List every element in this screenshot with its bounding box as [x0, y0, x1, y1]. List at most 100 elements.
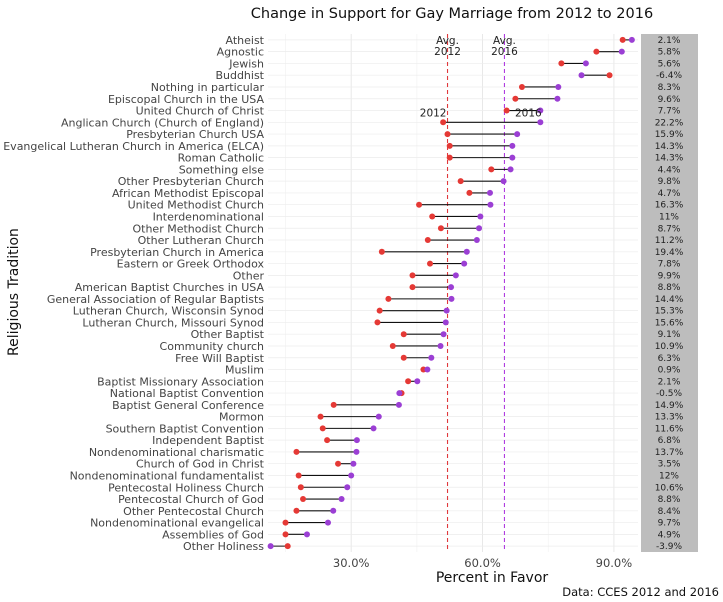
change-label: 19.4% — [655, 248, 684, 258]
category-label: Southern Baptist Convention — [106, 422, 264, 435]
change-label: 12% — [659, 471, 679, 481]
x-tick-label: 90.0% — [596, 556, 633, 570]
change-label: 4.7% — [658, 189, 681, 199]
point-2016 — [395, 401, 402, 408]
change-label: 2.1% — [658, 377, 681, 387]
change-label: -6.4% — [656, 71, 683, 81]
change-label: 15.6% — [655, 318, 684, 328]
change-label: 9.1% — [658, 330, 681, 340]
point-2016 — [473, 237, 480, 244]
point-label-2016: 2016 — [515, 107, 542, 119]
category-label: Other — [233, 269, 265, 282]
point-2016 — [353, 437, 360, 444]
point-2012 — [466, 189, 473, 196]
point-2016 — [448, 295, 455, 302]
average-label: 2012 — [434, 46, 461, 58]
change-labels: 2.1% 5.8%5.6% -6.4% 8.3% 9.6% 7.7%22.2% 15.9% 1… — [655, 36, 684, 552]
change-label: 8.8% — [658, 283, 681, 293]
category-label: General Association of Regular Baptists — [47, 293, 264, 306]
category-label: Presbyterian Church in America — [90, 246, 264, 259]
category-label: Agnostic — [217, 46, 264, 59]
point-2012 — [297, 484, 304, 491]
point-2016 — [507, 166, 514, 173]
point-2016 — [554, 95, 561, 102]
point-2012 — [300, 496, 307, 503]
point-2016 — [509, 154, 516, 161]
point-2016 — [424, 366, 431, 373]
point-2016 — [537, 107, 544, 114]
change-label: 10.6% — [655, 483, 684, 493]
category-label: Other Methodist Church — [132, 222, 264, 235]
point-2016 — [442, 319, 449, 326]
category-label: Episcopal Church in the USA — [108, 93, 265, 106]
change-label: 9.8% — [658, 177, 681, 187]
point-2016 — [487, 189, 493, 196]
change-label: 8.8% — [658, 495, 681, 505]
point-2012 — [295, 472, 302, 479]
point-2016 — [461, 260, 468, 267]
point-2012 — [437, 225, 444, 232]
category-label: National Baptist Convention — [110, 387, 264, 400]
category-label: Independent Baptist — [152, 434, 265, 447]
category-label: Eastern or Greek Orthodox — [117, 258, 265, 271]
point-2012 — [444, 131, 451, 138]
point-2016 — [370, 425, 377, 432]
point-2012 — [378, 248, 385, 255]
category-label: Atheist — [226, 34, 265, 47]
point-2012 — [385, 295, 392, 302]
category-label: Evangelical Lutheran Church in America (… — [3, 140, 264, 153]
point-2016 — [514, 131, 521, 138]
category-label: Free Will Baptist — [175, 352, 265, 365]
point-2012 — [488, 166, 495, 173]
category-label: Community church — [160, 340, 264, 353]
point-2016 — [578, 72, 585, 79]
change-label: 11.2% — [655, 236, 684, 246]
change-label: 6.3% — [658, 354, 681, 364]
point-2016 — [440, 331, 447, 338]
category-label: Nondenominational evangelical — [90, 517, 264, 530]
point-2016 — [487, 201, 494, 208]
category-label: Buddhist — [215, 69, 264, 82]
point-2012 — [409, 284, 416, 291]
change-label: 11% — [659, 212, 679, 222]
point-2012 — [293, 448, 300, 455]
category-label: Pentecostal Church of God — [118, 493, 264, 506]
point-2016 — [582, 60, 589, 67]
category-label: Nothing in particular — [151, 81, 265, 94]
point-2012 — [374, 319, 381, 326]
category-label: Baptist General Conference — [112, 399, 264, 412]
change-label: 8.4% — [658, 507, 681, 517]
change-label: 14.4% — [655, 295, 684, 305]
category-label: Something else — [179, 163, 265, 176]
point-2016 — [537, 119, 544, 126]
change-label: 4.9% — [658, 530, 681, 540]
change-label: 9.6% — [658, 95, 681, 105]
category-label: African Methodist Episcopal — [112, 187, 264, 200]
point-2012 — [282, 519, 289, 526]
point-2016 — [348, 472, 355, 479]
point-2016 — [437, 342, 444, 349]
point-2012 — [319, 425, 326, 432]
point-2012 — [400, 331, 407, 338]
point-2016 — [375, 413, 382, 420]
point-2016 — [414, 378, 421, 385]
category-label: Pentecostal Holiness Church — [108, 481, 264, 494]
point-2016 — [350, 460, 357, 467]
chart-title: Change in Support for Gay Marriage from … — [251, 6, 653, 22]
category-label: Mormon — [219, 411, 264, 424]
plot-background — [268, 34, 638, 552]
point-2016 — [500, 178, 507, 185]
category-label: United Methodist Church — [128, 199, 264, 212]
change-label: 0.9% — [658, 366, 681, 376]
change-label: 8.3% — [658, 83, 681, 93]
x-tick-label: 30.0% — [333, 556, 370, 570]
change-label: 4.4% — [658, 165, 681, 175]
category-label: American Baptist Churches in USA — [75, 281, 265, 294]
change-label: -3.9% — [656, 542, 683, 552]
x-tick-label: 60.0% — [464, 556, 501, 570]
change-label: 8.7% — [658, 224, 681, 234]
category-label: Other Pentecostal Church — [123, 505, 264, 518]
point-2012 — [293, 507, 300, 514]
